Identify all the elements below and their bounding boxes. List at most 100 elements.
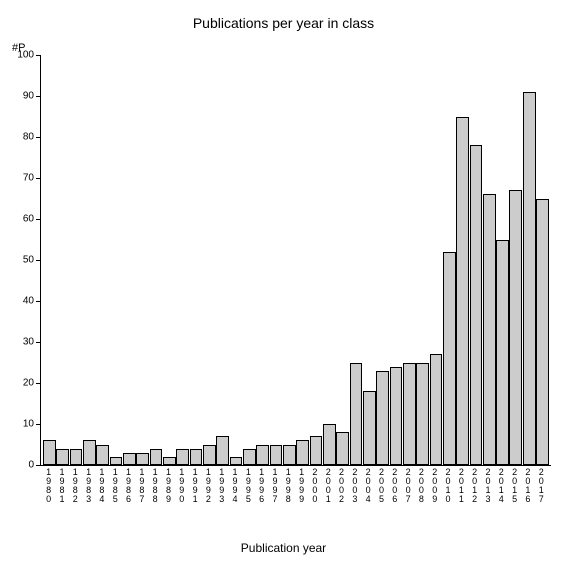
x-tick-label: 2003	[348, 468, 361, 504]
bars-row	[43, 55, 549, 465]
bar	[443, 252, 456, 465]
x-tick-label: 1996	[255, 468, 268, 504]
y-tick	[36, 424, 41, 425]
bar	[70, 449, 83, 465]
bar	[536, 199, 549, 466]
x-tick-label: 1992	[202, 468, 215, 504]
y-tick	[36, 465, 41, 466]
x-tick-label: 1989	[162, 468, 175, 504]
y-tick-label: 60	[9, 214, 34, 225]
x-tick-label: 1998	[282, 468, 295, 504]
bar	[176, 449, 189, 465]
bar	[509, 190, 522, 465]
x-tick-label: 2006	[388, 468, 401, 504]
y-tick-label: 0	[9, 460, 34, 471]
x-tick-label: 2000	[308, 468, 321, 504]
bar	[150, 449, 163, 465]
bar	[283, 445, 296, 466]
x-labels-row: 1980198119821983198419851986198719881989…	[42, 468, 548, 504]
bar	[416, 363, 429, 466]
x-tick-label: 2004	[362, 468, 375, 504]
x-tick-label: 2011	[455, 468, 468, 504]
chart-container: Publications per year in class #P 010203…	[0, 0, 567, 567]
x-tick-label: 2001	[322, 468, 335, 504]
x-tick-label: 1995	[242, 468, 255, 504]
x-tick-label: 2013	[481, 468, 494, 504]
y-tick	[36, 260, 41, 261]
bar	[456, 117, 469, 466]
bar	[110, 457, 123, 465]
y-tick-label: 70	[9, 173, 34, 184]
bar	[336, 432, 349, 465]
bar	[390, 367, 403, 465]
x-tick-label: 1980	[42, 468, 55, 504]
x-tick-label: 1988	[149, 468, 162, 504]
bar	[230, 457, 243, 465]
x-tick-label: 1991	[188, 468, 201, 504]
bar	[203, 445, 216, 466]
bar	[83, 440, 96, 465]
bar	[403, 363, 416, 466]
x-tick-label: 1990	[175, 468, 188, 504]
x-tick-label: 1985	[109, 468, 122, 504]
x-tick-label: 1982	[69, 468, 82, 504]
bar	[136, 453, 149, 465]
y-tick	[36, 383, 41, 384]
x-tick-label: 2008	[415, 468, 428, 504]
y-tick-label: 90	[9, 91, 34, 102]
bar	[323, 424, 336, 465]
y-tick	[36, 178, 41, 179]
bar	[430, 354, 443, 465]
x-tick-label: 1997	[268, 468, 281, 504]
x-tick-label: 2007	[401, 468, 414, 504]
bar	[56, 449, 69, 465]
plot-area: 0102030405060708090100	[40, 55, 551, 466]
y-tick-label: 30	[9, 337, 34, 348]
bar	[376, 371, 389, 465]
y-tick-label: 100	[9, 50, 34, 61]
x-tick-label: 2015	[508, 468, 521, 504]
bar	[523, 92, 536, 465]
bar	[363, 391, 376, 465]
y-tick	[36, 342, 41, 343]
y-tick-label: 80	[9, 132, 34, 143]
bar	[243, 449, 256, 465]
x-tick-label: 2002	[335, 468, 348, 504]
x-tick-label: 1983	[82, 468, 95, 504]
y-tick-label: 10	[9, 419, 34, 430]
x-axis-title: Publication year	[0, 541, 567, 555]
x-tick-label: 1994	[228, 468, 241, 504]
bar	[270, 445, 283, 466]
y-tick	[36, 301, 41, 302]
x-tick-label: 1987	[135, 468, 148, 504]
bar	[496, 240, 509, 466]
y-tick-label: 40	[9, 296, 34, 307]
bar	[350, 363, 363, 466]
bar	[296, 440, 309, 465]
y-tick-label: 20	[9, 378, 34, 389]
x-tick-label: 2009	[428, 468, 441, 504]
bar	[216, 436, 229, 465]
bar	[483, 194, 496, 465]
bar	[96, 445, 109, 466]
x-tick-label: 1999	[295, 468, 308, 504]
x-tick-label: 1981	[55, 468, 68, 504]
y-tick	[36, 219, 41, 220]
bar	[310, 436, 323, 465]
x-tick-label: 1984	[95, 468, 108, 504]
x-tick-label: 2016	[521, 468, 534, 504]
x-tick-label: 1993	[215, 468, 228, 504]
x-tick-label: 2014	[495, 468, 508, 504]
x-tick-label: 2005	[375, 468, 388, 504]
bar	[470, 145, 483, 465]
bar	[163, 457, 176, 465]
bar	[43, 440, 56, 465]
bar	[123, 453, 136, 465]
y-tick	[36, 55, 41, 56]
x-tick-label: 1986	[122, 468, 135, 504]
bar	[190, 449, 203, 465]
chart-title: Publications per year in class	[0, 15, 567, 31]
x-tick-label: 2012	[468, 468, 481, 504]
y-tick-label: 50	[9, 255, 34, 266]
y-tick	[36, 96, 41, 97]
